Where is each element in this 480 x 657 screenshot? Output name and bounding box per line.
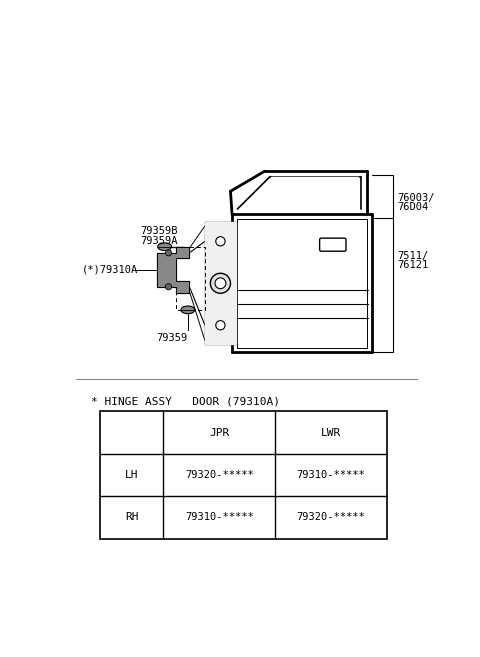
Circle shape: [166, 284, 172, 290]
Circle shape: [215, 278, 226, 288]
Ellipse shape: [157, 243, 172, 250]
Polygon shape: [157, 253, 176, 286]
Text: JPR: JPR: [209, 428, 229, 438]
Text: 76D04: 76D04: [397, 202, 428, 212]
Circle shape: [210, 273, 230, 293]
Text: LH: LH: [125, 470, 139, 480]
Circle shape: [216, 321, 225, 330]
Polygon shape: [176, 281, 190, 293]
Text: 79310-*****: 79310-*****: [185, 512, 253, 522]
Text: 79310-*****: 79310-*****: [297, 470, 365, 480]
Text: (*)79310A: (*)79310A: [82, 265, 138, 275]
Text: 79359A: 79359A: [140, 236, 177, 246]
Text: 76003/: 76003/: [397, 193, 434, 203]
Polygon shape: [205, 222, 236, 344]
Circle shape: [216, 237, 225, 246]
Text: 79320-*****: 79320-*****: [297, 512, 365, 522]
Bar: [100, 411, 387, 539]
Text: LWR: LWR: [321, 428, 341, 438]
Text: * HINGE ASSY   DOOR (79310A): * HINGE ASSY DOOR (79310A): [91, 396, 280, 406]
Polygon shape: [271, 177, 359, 208]
Circle shape: [166, 250, 172, 256]
Polygon shape: [232, 214, 372, 352]
Text: 7511/: 7511/: [397, 251, 428, 261]
Polygon shape: [176, 246, 190, 258]
Text: RH: RH: [125, 512, 139, 522]
Text: 79320-*****: 79320-*****: [185, 470, 253, 480]
FancyBboxPatch shape: [320, 238, 346, 251]
Ellipse shape: [181, 306, 195, 313]
Circle shape: [216, 279, 225, 288]
Text: 76121: 76121: [397, 260, 428, 270]
Text: 79359: 79359: [157, 333, 188, 343]
Text: 79359B: 79359B: [140, 226, 177, 237]
